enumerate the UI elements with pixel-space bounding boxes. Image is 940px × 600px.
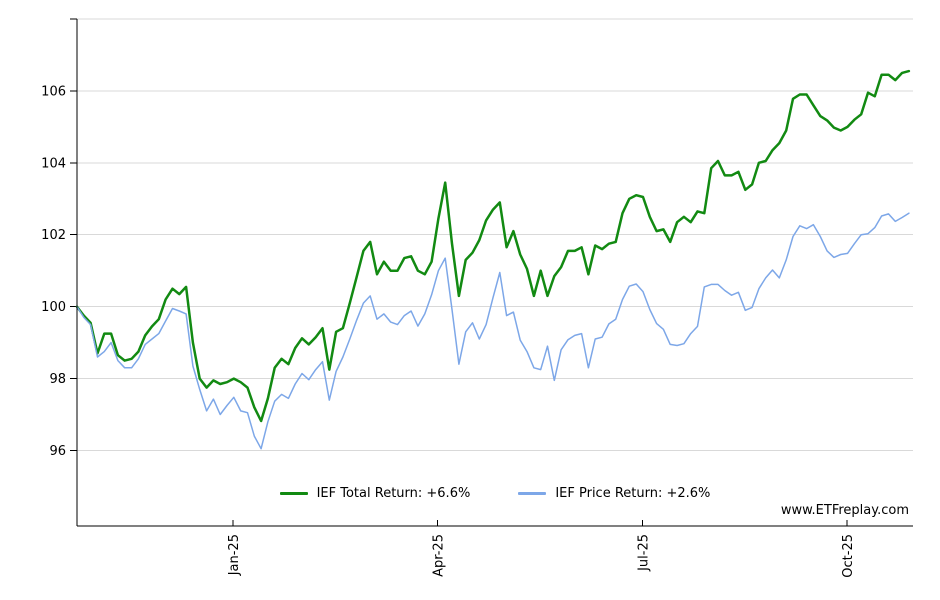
legend-item-total-return: IEF Total Return: +6.6% xyxy=(279,485,471,501)
y-tick-label-102: 102 xyxy=(41,228,66,243)
y-tick-label-100: 100 xyxy=(41,300,66,315)
ief-price-return-line xyxy=(76,212,910,450)
y-tick-label-104: 104 xyxy=(41,156,66,171)
chart-legend: IEF Total Return: +6.6% IEF Price Return… xyxy=(77,484,913,502)
y-tick-label-106: 106 xyxy=(41,84,66,99)
price-return-line-swatch xyxy=(518,491,547,495)
x-tick-label-apr-25: Apr-25 xyxy=(432,534,447,577)
y-tick-label-98: 98 xyxy=(49,372,66,387)
y-tick-label-96: 96 xyxy=(49,444,66,459)
x-tick-label-jan-25: Jan-25 xyxy=(227,534,242,576)
x-tick-label-jul-25: Jul-25 xyxy=(636,534,651,572)
price-return-legend-label: IEF Price Return: +2.6% xyxy=(555,485,711,501)
ief-total-return-line xyxy=(75,69,911,423)
total-return-legend-label: IEF Total Return: +6.6% xyxy=(316,485,471,501)
x-tick-label-oct-25: Oct-25 xyxy=(841,534,856,578)
etfreplay-watermark: www.ETFreplay.com xyxy=(780,503,909,518)
total-return-line-swatch xyxy=(279,491,308,495)
legend-item-price-return: IEF Price Return: +2.6% xyxy=(518,486,710,501)
